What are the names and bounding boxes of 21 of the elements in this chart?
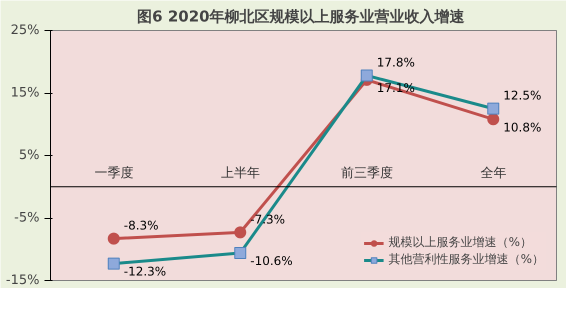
data-label: -8.3% [124,218,159,233]
x-tick-label: 前三季度 [340,164,393,181]
legend-label: 规模以上服务业增速（%） [388,234,532,251]
data-label: 12.5% [503,88,542,103]
chart-title: 图6 2020年柳北区规模以上服务业营业收入增速 [137,8,466,26]
y-tick-label: 5% [18,148,40,163]
point [234,226,246,238]
data-label: -10.6% [250,254,293,268]
point [108,232,120,245]
y-tick-label: -15% [6,273,40,288]
y-tick-label: 15% [10,86,40,100]
legend-label: 其他营利性服务业增速（%） [388,251,544,268]
data-label: 10.8% [503,120,542,134]
point [487,113,500,126]
x-tick-label: 全年 [480,166,506,181]
data-label: 17.8% [376,56,415,70]
y-tick-label: 25% [10,23,40,38]
x-tick-label: 一季度 [94,164,134,181]
x-tick-label: 上半年 [220,166,260,181]
y-tick-label: -5% [14,210,40,226]
data-label: -12.3% [124,264,166,279]
